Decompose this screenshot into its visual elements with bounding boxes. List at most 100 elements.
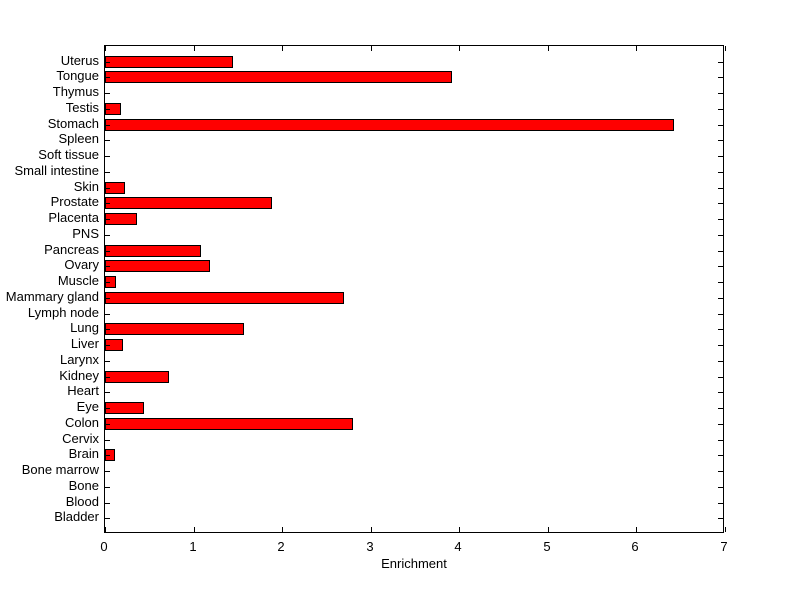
y-tick-right bbox=[718, 314, 723, 315]
x-tick-top bbox=[725, 46, 726, 51]
x-tick-bottom bbox=[459, 527, 460, 532]
y-tick-left bbox=[105, 424, 110, 425]
x-tick-bottom bbox=[725, 527, 726, 532]
y-tick-right bbox=[718, 266, 723, 267]
y-tick-left bbox=[105, 140, 110, 141]
y-tick-left bbox=[105, 219, 110, 220]
y-axis-label-testis: Testis bbox=[65, 100, 99, 115]
x-axis-title: Enrichment bbox=[381, 556, 447, 571]
y-tick-right bbox=[718, 140, 723, 141]
y-axis-label-brain: Brain bbox=[68, 446, 99, 461]
y-tick-right bbox=[718, 156, 723, 157]
x-tick-bottom bbox=[371, 527, 372, 532]
y-tick-left bbox=[105, 109, 110, 110]
y-tick-left bbox=[105, 203, 110, 204]
y-tick-left bbox=[105, 282, 110, 283]
y-axis-label-lymph-node: Lymph node bbox=[27, 305, 99, 320]
y-tick-right bbox=[718, 408, 723, 409]
y-tick-right bbox=[718, 203, 723, 204]
y-axis-label-bone-marrow: Bone marrow bbox=[21, 462, 99, 477]
y-axis-label-spleen: Spleen bbox=[58, 131, 99, 146]
y-tick-left bbox=[105, 62, 110, 63]
y-axis-label-bone: Bone bbox=[68, 478, 99, 493]
y-axis-label-cervix: Cervix bbox=[62, 431, 99, 446]
bar-mammary-gland bbox=[105, 292, 344, 304]
y-axis-label-prostate: Prostate bbox=[50, 194, 99, 209]
y-tick-left bbox=[105, 77, 110, 78]
y-axis-label-uterus: Uterus bbox=[60, 53, 99, 68]
y-tick-right bbox=[718, 503, 723, 504]
x-tick-top bbox=[194, 46, 195, 51]
x-tick-bottom bbox=[282, 527, 283, 532]
y-axis-label-stomach: Stomach bbox=[47, 116, 99, 131]
y-axis-label-kidney: Kidney bbox=[59, 368, 99, 383]
y-axis-label-lung: Lung bbox=[70, 320, 99, 335]
y-tick-right bbox=[718, 172, 723, 173]
y-axis-label-pancreas: Pancreas bbox=[44, 242, 99, 257]
y-tick-right bbox=[718, 329, 723, 330]
y-tick-left bbox=[105, 487, 110, 488]
y-tick-right bbox=[718, 440, 723, 441]
y-tick-left bbox=[105, 188, 110, 189]
bar-stomach bbox=[105, 119, 674, 131]
x-axis-tick-label-6: 6 bbox=[631, 539, 639, 554]
bar-lung bbox=[105, 323, 244, 335]
y-axis-label-small-intestine: Small intestine bbox=[14, 163, 99, 178]
y-tick-right bbox=[718, 219, 723, 220]
x-tick-top bbox=[548, 46, 549, 51]
y-tick-right bbox=[718, 518, 723, 519]
x-tick-top bbox=[105, 46, 106, 51]
plot-area bbox=[104, 45, 726, 533]
y-tick-right bbox=[718, 392, 723, 393]
x-tick-top bbox=[282, 46, 283, 51]
x-axis-tick-label-3: 3 bbox=[366, 539, 374, 554]
y-tick-left bbox=[105, 235, 110, 236]
y-tick-left bbox=[105, 377, 110, 378]
y-tick-left bbox=[105, 455, 110, 456]
y-tick-left bbox=[105, 408, 110, 409]
x-axis-tick-label-4: 4 bbox=[454, 539, 462, 554]
y-tick-right bbox=[718, 109, 723, 110]
y-tick-right bbox=[718, 188, 723, 189]
y-tick-right bbox=[718, 471, 723, 472]
y-tick-right bbox=[718, 235, 723, 236]
y-axis-label-ovary: Ovary bbox=[64, 257, 99, 272]
x-tick-bottom bbox=[105, 527, 106, 532]
bar-prostate bbox=[105, 197, 272, 209]
y-axis-label-thymus: Thymus bbox=[52, 84, 99, 99]
x-axis-tick-label-5: 5 bbox=[543, 539, 551, 554]
y-tick-left bbox=[105, 471, 110, 472]
y-axis-label-tongue: Tongue bbox=[56, 68, 99, 83]
x-axis-tick-label-0: 0 bbox=[100, 539, 108, 554]
y-tick-left bbox=[105, 518, 110, 519]
y-tick-left bbox=[105, 314, 110, 315]
bar-ovary bbox=[105, 260, 210, 272]
y-tick-right bbox=[718, 251, 723, 252]
y-tick-left bbox=[105, 93, 110, 94]
y-tick-right bbox=[718, 377, 723, 378]
x-tick-bottom bbox=[636, 527, 637, 532]
bar-kidney bbox=[105, 371, 169, 383]
y-tick-right bbox=[718, 455, 723, 456]
y-tick-right bbox=[718, 62, 723, 63]
bar-eye bbox=[105, 402, 144, 414]
bar-colon bbox=[105, 418, 353, 430]
x-tick-top bbox=[636, 46, 637, 51]
y-axis-label-blood: Blood bbox=[65, 494, 99, 509]
y-tick-left bbox=[105, 172, 110, 173]
y-tick-right bbox=[718, 424, 723, 425]
bar-tongue bbox=[105, 71, 452, 83]
y-tick-right bbox=[718, 125, 723, 126]
y-axis-label-placenta: Placenta bbox=[48, 210, 99, 225]
y-tick-right bbox=[718, 282, 723, 283]
y-tick-left bbox=[105, 392, 110, 393]
y-tick-left bbox=[105, 298, 110, 299]
y-axis-label-skin: Skin bbox=[73, 179, 99, 194]
y-axis-label-larynx: Larynx bbox=[59, 352, 99, 367]
x-tick-bottom bbox=[194, 527, 195, 532]
y-tick-left bbox=[105, 503, 110, 504]
y-tick-left bbox=[105, 251, 110, 252]
y-tick-left bbox=[105, 361, 110, 362]
x-tick-top bbox=[459, 46, 460, 51]
